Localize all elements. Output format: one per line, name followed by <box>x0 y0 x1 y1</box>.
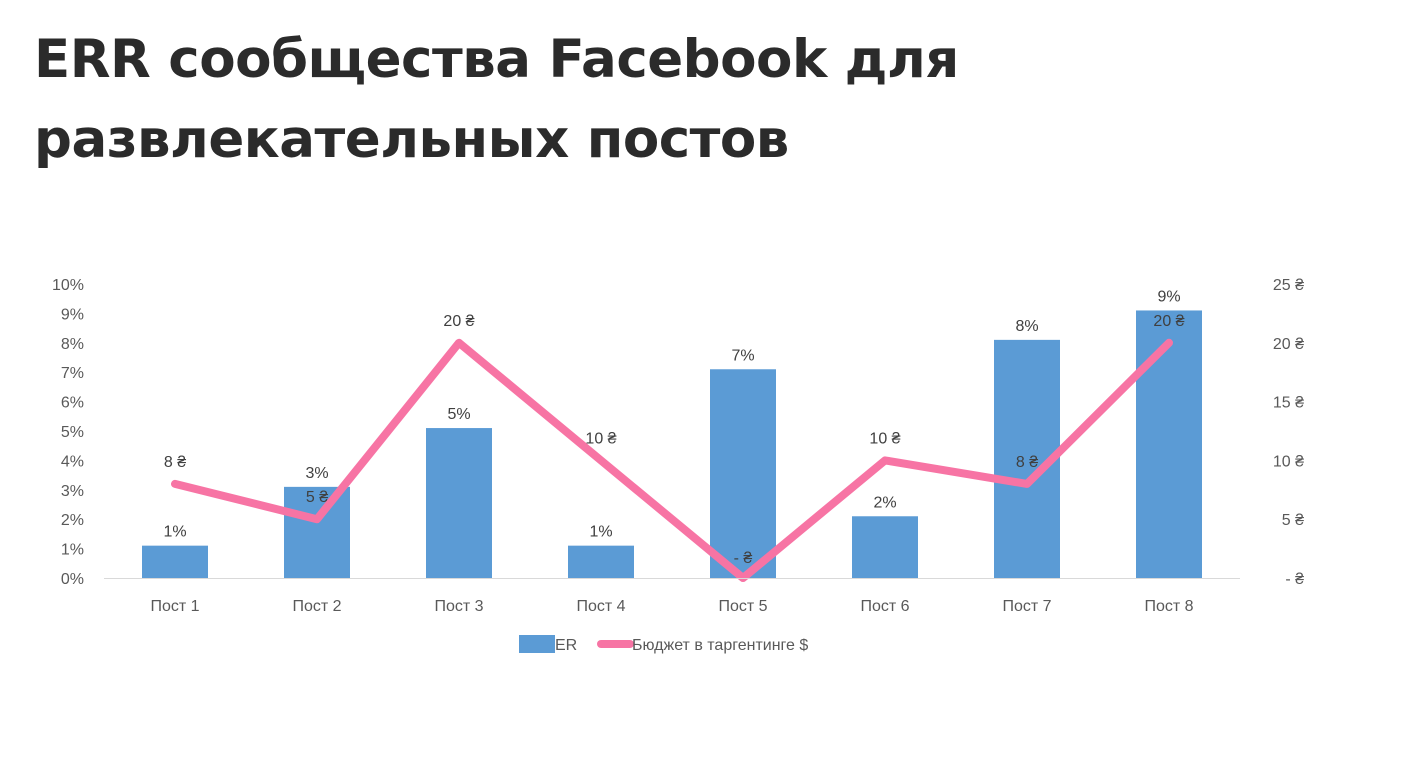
left-axis-tick-label: 1% <box>61 542 84 559</box>
budget-line-data-label: 5 ₴ <box>306 489 328 506</box>
budget-line-data-label: 10 ₴ <box>869 430 900 447</box>
right-axis-tick-label: 5 ₴ <box>1282 512 1304 529</box>
x-axis-tick-label: Пост 1 <box>150 598 199 615</box>
budget-line-data-label: 20 ₴ <box>443 313 474 330</box>
left-axis: 0% 1% 2% 3% 4% 5% 6% 7% 8% 9% 10% <box>52 277 84 588</box>
x-axis-tick-label: Пост 6 <box>860 598 909 615</box>
er-bar-data-label: 1% <box>589 524 612 541</box>
x-axis-tick-label: Пост 7 <box>1002 598 1051 615</box>
er-bar-data-label: 5% <box>447 406 470 423</box>
right-axis-tick-label: - ₴ <box>1285 571 1304 588</box>
left-axis-tick-label: 9% <box>61 306 84 323</box>
x-axis-tick-label: Пост 8 <box>1144 598 1193 615</box>
left-axis-tick-label: 0% <box>61 571 84 588</box>
er-bar <box>568 546 634 578</box>
x-axis-tick-label: Пост 4 <box>576 598 625 615</box>
page-title: ERR сообщества Facebook для развлекатель… <box>34 20 1404 180</box>
er-bar <box>426 428 492 578</box>
er-bar <box>710 369 776 578</box>
left-axis-tick-label: 2% <box>61 512 84 529</box>
x-axis-tick-label: Пост 5 <box>718 598 767 615</box>
budget-line-data-label: 20 ₴ <box>1153 313 1184 330</box>
right-axis: - ₴ 5 ₴ 10 ₴ 15 ₴ 20 ₴ 25 ₴ <box>1273 277 1304 588</box>
chart-legend: ER Бюджет в таргентинге $ <box>519 635 808 654</box>
er-bars <box>142 310 1202 578</box>
left-axis-tick-label: 7% <box>61 365 84 382</box>
left-axis-tick-label: 4% <box>61 453 84 470</box>
budget-line-data-label: 10 ₴ <box>585 430 616 447</box>
x-axis: Пост 1 Пост 2 Пост 3 Пост 4 Пост 5 Пост 6 Пост… <box>104 579 1240 616</box>
right-axis-tick-label: 25 ₴ <box>1273 277 1304 294</box>
budget-line-data-label: - ₴ <box>734 550 753 567</box>
left-axis-tick-label: 6% <box>61 395 84 412</box>
budget-line-data-label: 8 ₴ <box>1016 454 1038 471</box>
er-bar-data-label: 3% <box>305 465 328 482</box>
right-axis-tick-label: 10 ₴ <box>1273 453 1304 470</box>
chart-container: 0% 1% 2% 3% 4% 5% 6% 7% 8% 9% 10% - ₴ 5 ₴ 10 ₴ 15 ₴ 20… <box>0 250 1418 752</box>
er-bar <box>852 516 918 578</box>
er-bar-data-label: 9% <box>1157 288 1180 305</box>
x-axis-tick-label: Пост 3 <box>434 598 483 615</box>
legend-er-label: ER <box>555 637 577 654</box>
legend-budget-label: Бюджет в таргентинге $ <box>632 637 808 654</box>
er-budget-combo-chart: 0% 1% 2% 3% 4% 5% 6% 7% 8% 9% 10% - ₴ 5 ₴ 10 ₴ 15 ₴ 20… <box>0 250 1418 752</box>
left-axis-tick-label: 8% <box>61 336 84 353</box>
budget-line-data-label: 8 ₴ <box>164 454 186 471</box>
er-bar-data-label: 8% <box>1015 318 1038 335</box>
right-axis-tick-label: 20 ₴ <box>1273 336 1304 353</box>
left-axis-tick-label: 10% <box>52 277 84 294</box>
er-bar <box>1136 310 1202 578</box>
er-bar-data-label: 7% <box>731 347 754 364</box>
x-axis-tick-label: Пост 2 <box>292 598 341 615</box>
left-axis-tick-label: 3% <box>61 483 84 500</box>
right-axis-tick-label: 15 ₴ <box>1273 395 1304 412</box>
legend-er-swatch <box>519 635 555 653</box>
left-axis-tick-label: 5% <box>61 424 84 441</box>
er-bar-data-label: 2% <box>873 494 896 511</box>
er-bar <box>142 546 208 578</box>
er-bar-data-label: 1% <box>163 524 186 541</box>
